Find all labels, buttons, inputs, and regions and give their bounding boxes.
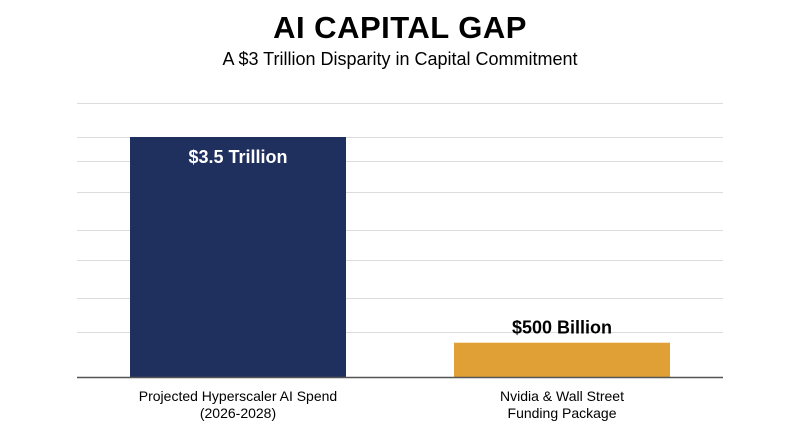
bar-1 xyxy=(454,342,670,377)
category-labels: Projected Hyperscaler AI Spend(2026-2028… xyxy=(139,388,624,421)
data-label-1: $500 Billion xyxy=(512,318,612,338)
category-label-1-line-0: Nvidia & Wall Street xyxy=(500,388,624,404)
bar-0 xyxy=(130,137,346,377)
category-label-1-line-1: Funding Package xyxy=(508,405,617,421)
data-labels: $3.5 Trillion $500 Billion xyxy=(188,147,612,338)
chart-subtitle: A $3 Trillion Disparity in Capital Commi… xyxy=(222,49,578,69)
category-label-0-line-1: (2026-2028) xyxy=(200,405,276,421)
category-label-0-line-0: Projected Hyperscaler AI Spend xyxy=(139,388,337,404)
bars xyxy=(130,137,670,377)
chart-title: AI CAPITAL GAP xyxy=(273,10,527,45)
data-label-0: $3.5 Trillion xyxy=(188,147,287,167)
